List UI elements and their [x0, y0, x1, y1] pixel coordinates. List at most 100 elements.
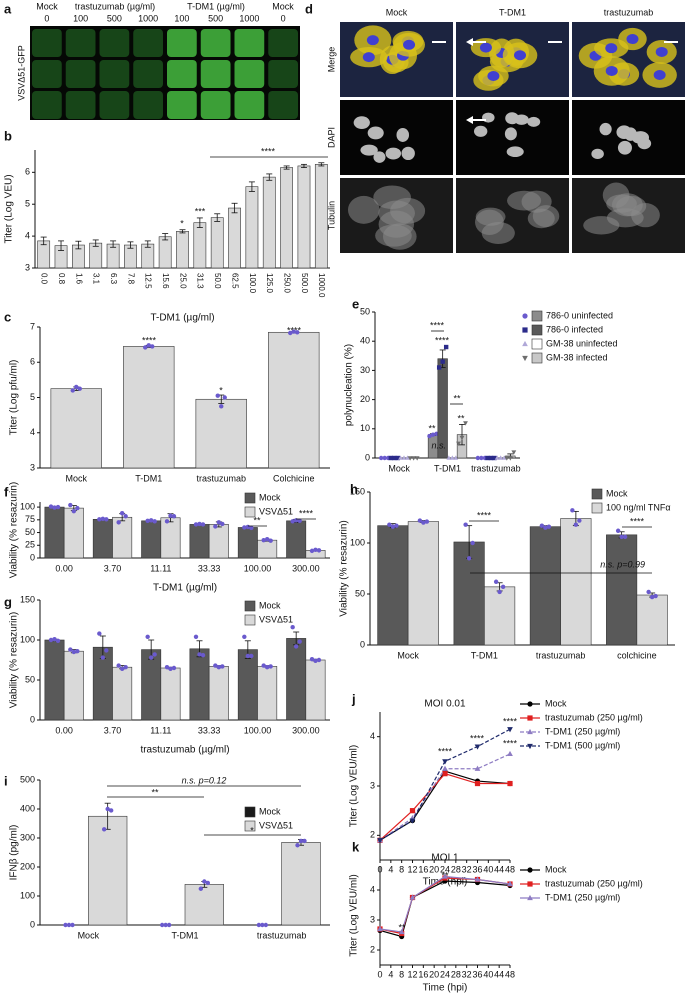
chart-title: MOI 0.01 [424, 699, 466, 710]
x-tick-label: 15.6 [161, 273, 170, 289]
x-tick-label: 24 [440, 864, 450, 874]
y-tick-label: 4 [370, 884, 375, 894]
bar [112, 516, 133, 559]
series-line [379, 880, 511, 938]
data-point [66, 922, 72, 928]
data-point [152, 652, 157, 657]
data-point [539, 523, 545, 528]
x-tick-label: 32 [462, 969, 472, 979]
row-label: Tubulin [326, 201, 336, 230]
data-point [166, 922, 172, 928]
y-axis-label: IFNβ (pg/ml) [9, 825, 20, 881]
data-point [377, 925, 383, 932]
y-axis-label: VSVΔ51-GFP [16, 45, 26, 101]
bar [44, 506, 65, 559]
y-axis-label: polynucleation (%) [344, 344, 355, 426]
data-point [264, 665, 270, 670]
row-label: Merge [326, 47, 336, 73]
legend-swatch [244, 506, 256, 518]
data-point [205, 880, 211, 886]
data-point [479, 455, 484, 461]
y-tick-label: 4 [30, 427, 35, 437]
x-tick-label: 25.0 [178, 273, 187, 289]
x-tick-label: 6.3 [109, 273, 118, 285]
data-point [71, 649, 77, 655]
y-tick-label: 200 [20, 861, 35, 871]
x-tick-label: 28 [451, 969, 461, 979]
data-point [474, 744, 481, 750]
y-tick-label: 0 [30, 714, 35, 724]
data-point [313, 658, 318, 663]
bar [88, 815, 128, 926]
data-point [197, 652, 202, 657]
data-point [474, 876, 481, 882]
data-point [74, 384, 79, 390]
panel-label: e [352, 296, 359, 311]
cell [347, 195, 380, 224]
legend-label: GM-38 infected [546, 352, 608, 362]
legend-marker [527, 728, 533, 735]
x-tick-label: 125.0 [265, 273, 274, 294]
nucleus [353, 116, 370, 130]
data-point [619, 534, 624, 540]
bar [195, 398, 247, 469]
x-tick-label: Mock [397, 650, 419, 660]
data-point [388, 455, 394, 461]
dose-label: 500 [208, 13, 223, 23]
dose-label: 500 [107, 13, 122, 23]
y-tick-label: 6 [25, 167, 30, 177]
legend-marker [522, 355, 528, 362]
data-point [75, 505, 80, 511]
data-point [116, 520, 121, 525]
nucleus [504, 127, 517, 141]
data-point [101, 827, 107, 832]
data-point [394, 523, 399, 528]
x-tick-label: 0 [377, 969, 382, 979]
column-header: Mock [386, 7, 408, 17]
data-point [220, 664, 225, 669]
data-point [202, 879, 207, 884]
data-point [430, 432, 436, 437]
bar [50, 388, 102, 469]
x-axis-label: T-DM1 (µg/ml) [150, 313, 214, 324]
data-point [446, 455, 452, 460]
legend-marker [527, 743, 533, 750]
legend-label: trastuzumab (250 µg/ml) [545, 712, 643, 722]
bar [280, 167, 293, 269]
y-tick-label: 40 [360, 336, 370, 346]
x-tick-label: T-DM1 [471, 650, 498, 660]
data-point [414, 456, 420, 461]
x-tick-label: 11.11 [150, 725, 171, 735]
x-tick-label: 32 [462, 864, 472, 874]
annotation: ** [428, 423, 436, 433]
well [133, 29, 163, 57]
data-point [263, 922, 269, 928]
x-tick-label: 300.00 [292, 563, 320, 573]
x-tick-label: 1.6 [74, 273, 83, 285]
bar [63, 650, 84, 721]
x-tick-label: 0.00 [55, 563, 73, 573]
data-point [507, 456, 513, 461]
annotation: n.s. p=0.99 [600, 559, 645, 569]
data-point [242, 525, 247, 530]
data-point [222, 395, 227, 400]
x-tick-label: Mock [388, 463, 410, 473]
data-point [256, 922, 262, 928]
data-point [152, 519, 157, 524]
bar [208, 524, 229, 559]
x-tick-label: 0.8 [57, 273, 66, 285]
well [200, 60, 231, 88]
data-point [150, 344, 155, 349]
y-tick-label: 50 [25, 674, 35, 684]
panel-label: a [4, 1, 12, 16]
data-point [497, 589, 502, 595]
data-point [421, 520, 426, 525]
x-tick-label: 12 [407, 969, 417, 979]
data-point [52, 505, 57, 510]
data-point [459, 435, 465, 441]
cell [527, 208, 555, 229]
legend-label: VSVΔ51 [259, 506, 293, 516]
data-point [411, 456, 417, 461]
nucleus [655, 46, 668, 57]
